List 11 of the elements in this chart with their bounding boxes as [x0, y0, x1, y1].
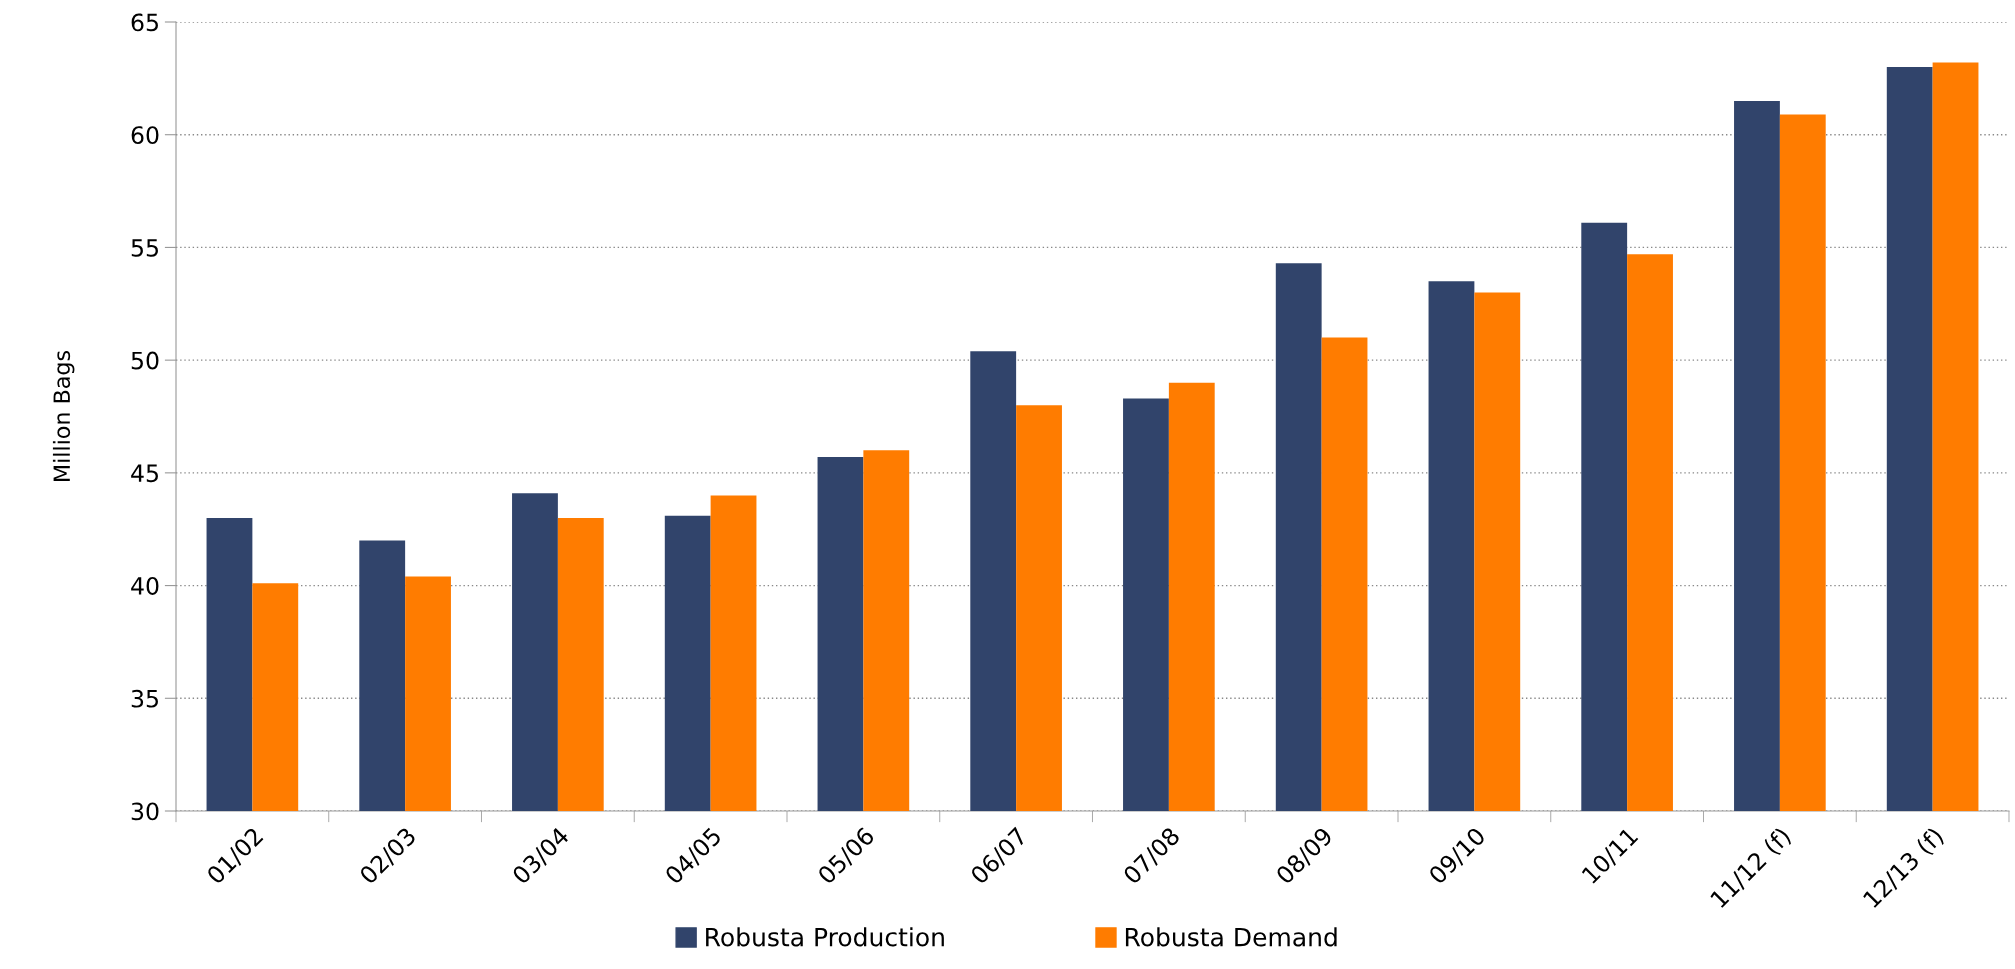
legend-label: Robusta Demand: [1125, 927, 1337, 947]
y-tick-label: 65: [131, 13, 158, 32]
y-tick-label: 60: [131, 126, 159, 145]
y-tick-label: 50: [131, 351, 159, 370]
y-tick-label: 55: [131, 239, 158, 257]
y-tick-label: 45: [131, 464, 158, 483]
y-tick-label: 40: [131, 577, 159, 595]
legend-label: Robusta Production: [706, 927, 944, 947]
y-axis-title: Million Bags: [52, 351, 75, 481]
y-tick-label: 30: [131, 802, 159, 821]
y-tick-label: 35: [131, 689, 158, 708]
